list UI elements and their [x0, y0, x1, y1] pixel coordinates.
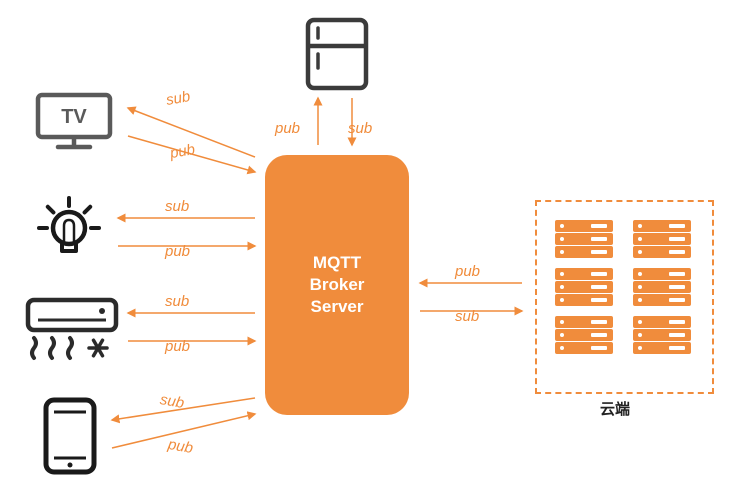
- edge-label-pub: pub: [455, 263, 480, 280]
- broker-label-3: Server: [310, 296, 365, 318]
- broker-label-2: Broker: [310, 274, 365, 296]
- edge-label-sub: sub: [165, 293, 189, 310]
- fridge-icon: [308, 20, 366, 88]
- ac-icon: [28, 300, 116, 358]
- tv-icon: TV: [38, 95, 110, 147]
- mqtt-broker-node: MQTT Broker Server: [265, 155, 409, 415]
- broker-label-1: MQTT: [310, 252, 365, 274]
- cloud-box: [535, 200, 714, 394]
- edge-label-sub: sub: [348, 120, 372, 137]
- edge-label-pub: pub: [165, 243, 190, 260]
- bulb-icon: [39, 198, 99, 251]
- cloud-label: 云端: [600, 398, 630, 419]
- edge-label-pub: pub: [275, 120, 300, 137]
- svg-text:TV: TV: [61, 106, 87, 128]
- edge-label-sub: sub: [455, 308, 479, 325]
- phone-icon: [46, 400, 94, 472]
- edge-label-sub: sub: [165, 198, 189, 215]
- edge-label-pub: pub: [165, 338, 190, 355]
